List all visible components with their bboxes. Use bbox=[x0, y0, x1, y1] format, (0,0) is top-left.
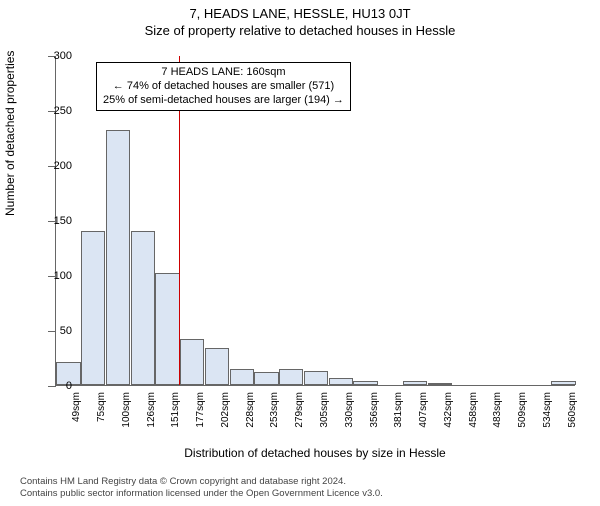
histogram-bar bbox=[155, 273, 179, 385]
x-tick-label: 49sqm bbox=[71, 392, 82, 442]
histogram-bar bbox=[180, 339, 204, 385]
x-tick-label: 202sqm bbox=[220, 392, 231, 442]
x-tick-label: 151sqm bbox=[170, 392, 181, 442]
x-tick-label: 100sqm bbox=[121, 392, 132, 442]
histogram-bar bbox=[106, 130, 130, 385]
y-tick-label: 150 bbox=[42, 215, 72, 227]
y-tick-label: 300 bbox=[42, 50, 72, 62]
histogram-bar bbox=[254, 372, 278, 385]
x-tick-label: 458sqm bbox=[468, 392, 479, 442]
x-tick-label: 75sqm bbox=[96, 392, 107, 442]
x-tick-label: 330sqm bbox=[344, 392, 355, 442]
y-axis-label: Number of detached properties bbox=[3, 51, 17, 216]
histogram-bar bbox=[230, 369, 254, 386]
x-tick-label: 534sqm bbox=[542, 392, 553, 442]
footer-line2: Contains public sector information licen… bbox=[20, 488, 383, 500]
histogram-bar bbox=[428, 383, 452, 385]
chart-title-line1: 7, HEADS LANE, HESSLE, HU13 0JT bbox=[0, 6, 600, 21]
chart-title-line2: Size of property relative to detached ho… bbox=[0, 23, 600, 38]
annotation-box: 7 HEADS LANE: 160sqm← 74% of detached ho… bbox=[96, 62, 351, 111]
x-tick-label: 305sqm bbox=[319, 392, 330, 442]
x-tick-label: 483sqm bbox=[492, 392, 503, 442]
annotation-line: ← 74% of detached houses are smaller (57… bbox=[103, 80, 344, 94]
y-tick-label: 50 bbox=[42, 325, 72, 337]
x-tick-label: 432sqm bbox=[443, 392, 454, 442]
y-tick-label: 0 bbox=[42, 380, 72, 392]
plot-region: 49sqm75sqm100sqm126sqm151sqm177sqm202sqm… bbox=[55, 56, 575, 386]
y-tick-label: 250 bbox=[42, 105, 72, 117]
footer-attribution: Contains HM Land Registry data © Crown c… bbox=[20, 476, 383, 500]
y-tick-label: 100 bbox=[42, 270, 72, 282]
x-axis-label: Distribution of detached houses by size … bbox=[55, 446, 575, 460]
histogram-bar bbox=[131, 231, 155, 385]
histogram-bar bbox=[304, 371, 328, 385]
annotation-line: 7 HEADS LANE: 160sqm bbox=[103, 66, 344, 80]
histogram-bar bbox=[279, 369, 303, 386]
x-tick-label: 126sqm bbox=[146, 392, 157, 442]
footer-line1: Contains HM Land Registry data © Crown c… bbox=[20, 476, 383, 488]
histogram-bar bbox=[81, 231, 105, 385]
x-tick-label: 407sqm bbox=[418, 392, 429, 442]
x-tick-label: 279sqm bbox=[294, 392, 305, 442]
annotation-line: 25% of semi-detached houses are larger (… bbox=[103, 94, 344, 108]
histogram-bar bbox=[403, 381, 427, 385]
chart-area: 49sqm75sqm100sqm126sqm151sqm177sqm202sqm… bbox=[55, 56, 575, 426]
y-tick-label: 200 bbox=[42, 160, 72, 172]
histogram-bar bbox=[205, 348, 229, 385]
x-tick-label: 177sqm bbox=[195, 392, 206, 442]
histogram-bar bbox=[353, 381, 377, 385]
x-tick-label: 253sqm bbox=[269, 392, 280, 442]
x-tick-label: 560sqm bbox=[567, 392, 578, 442]
histogram-bar bbox=[329, 378, 353, 385]
x-tick-label: 381sqm bbox=[393, 392, 404, 442]
x-tick-label: 356sqm bbox=[369, 392, 380, 442]
histogram-bar bbox=[551, 381, 575, 385]
x-tick-label: 228sqm bbox=[245, 392, 256, 442]
x-tick-label: 509sqm bbox=[517, 392, 528, 442]
